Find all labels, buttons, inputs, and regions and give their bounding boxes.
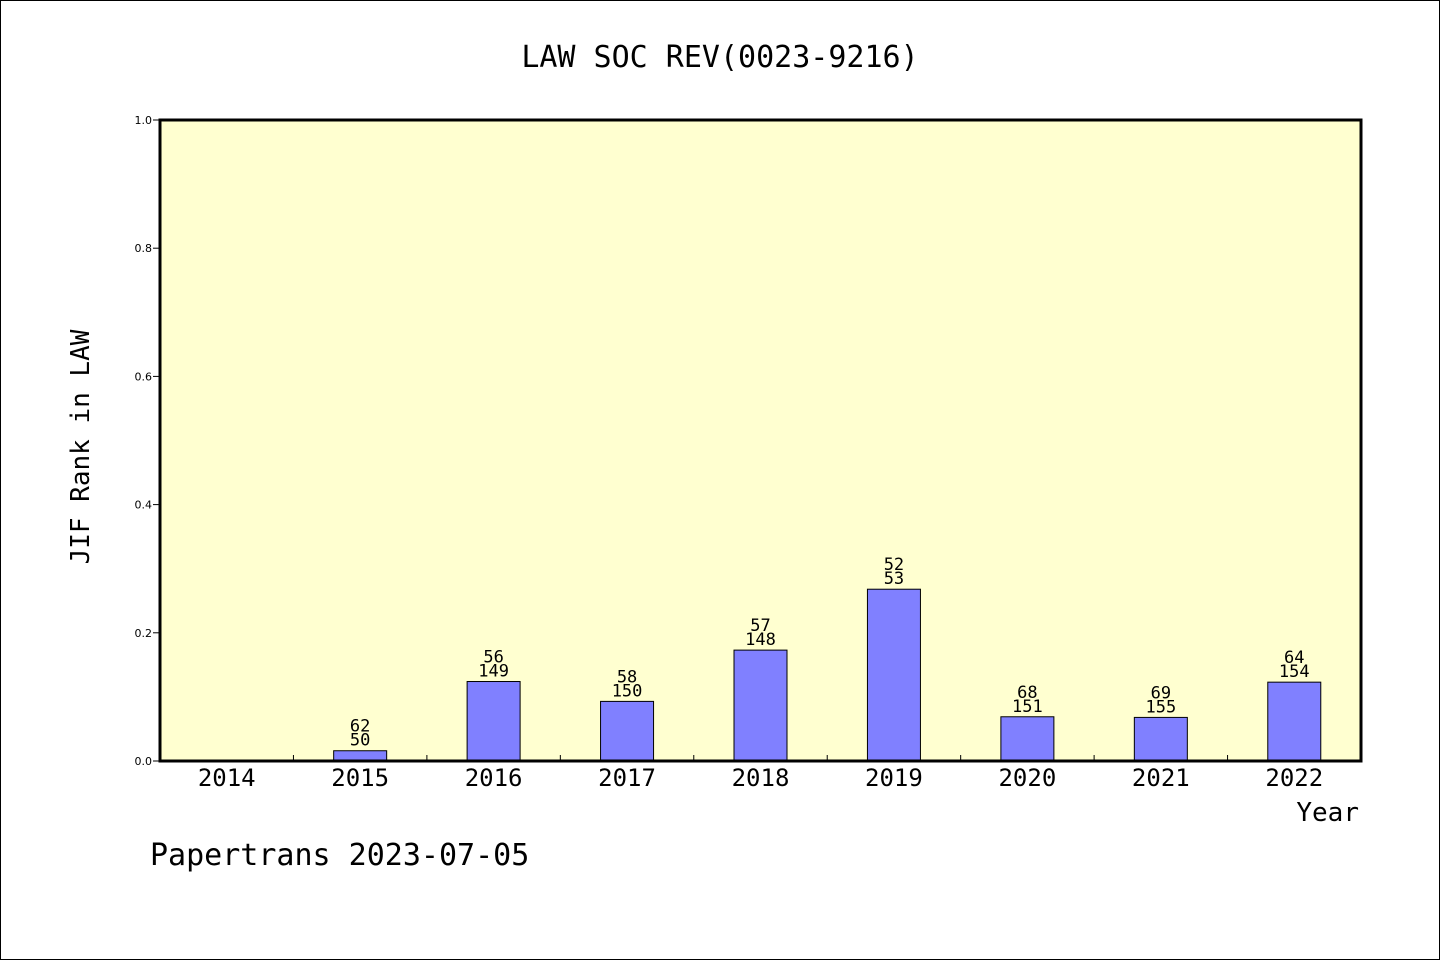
bar-2017 (600, 700, 655, 762)
bar-2015 (333, 750, 388, 762)
rank-label: 58 (617, 667, 637, 687)
bar-2018 (733, 649, 788, 762)
x-axis-label: Year (1296, 798, 1359, 828)
x-tick-label: 2017 (598, 764, 656, 792)
total-label: 149 (478, 662, 509, 682)
bar-2021 (1133, 716, 1188, 762)
bars-group (333, 588, 1322, 762)
x-tick-label: 2019 (865, 764, 923, 792)
y-tick-label: 1.0 (135, 114, 153, 127)
x-tick-label: 2014 (198, 764, 256, 792)
x-tick-label: 2018 (732, 764, 790, 792)
total-label: 155 (1145, 697, 1176, 717)
total-label: 148 (745, 630, 776, 650)
total-label: 154 (1279, 662, 1310, 682)
chart-title: LAW SOC REV(0023-9216) (521, 40, 918, 75)
y-tick-label: 0.6 (135, 370, 153, 383)
bar-2022 (1267, 681, 1322, 762)
x-tick-label: 2022 (1265, 764, 1323, 792)
rank-label: 52 (884, 555, 904, 575)
y-tick-label: 0.8 (135, 242, 153, 255)
y-tick-label: 0.0 (135, 755, 153, 768)
x-tick-label: 2021 (1132, 764, 1190, 792)
rank-label: 56 (483, 648, 503, 668)
footer-credit: Papertrans 2023-07-05 (150, 838, 529, 873)
x-tick-label: 2020 (998, 764, 1056, 792)
y-axis: 0.0 0.2 0.4 0.6 0.8 1.0 (135, 114, 160, 768)
bar-2016 (466, 681, 521, 762)
x-tick-label: 2015 (331, 764, 389, 792)
y-tick-label: 0.2 (135, 627, 153, 640)
rank-label: 69 (1151, 683, 1171, 703)
x-tick-label: 2016 (465, 764, 523, 792)
y-tick-label: 0.4 (135, 499, 153, 512)
x-axis: 2014 2015 2016 2017 2018 2019 2020 2021 2022 (198, 755, 1323, 792)
y-axis-label: JIF Rank in LAW (66, 329, 96, 564)
total-label: 150 (612, 681, 643, 701)
bar-2019 (866, 588, 921, 762)
total-label: 151 (1012, 697, 1043, 717)
plot-border (158, 118, 1363, 763)
total-label: 53 (884, 569, 904, 589)
total-label: 50 (350, 731, 370, 751)
rank-label: 62 (350, 717, 370, 737)
rank-label: 64 (1284, 648, 1304, 668)
rank-label: 68 (1017, 683, 1037, 703)
rank-label: 57 (750, 616, 770, 636)
bar-2020 (1000, 716, 1055, 762)
